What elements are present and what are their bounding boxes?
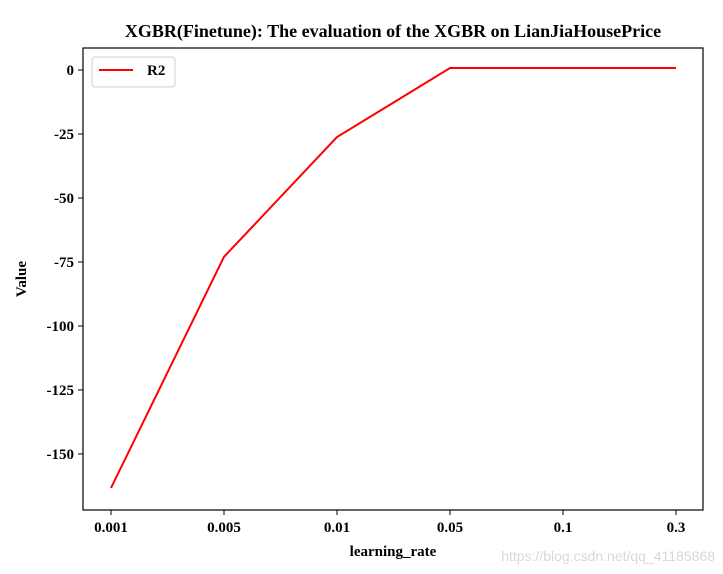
- y-tick-label: -125: [47, 383, 75, 399]
- x-tick-label: 0.3: [667, 520, 686, 536]
- y-tick-label: -25: [54, 127, 74, 143]
- series-line-r2: [110, 66, 676, 489]
- x-tick-label: 0.005: [207, 520, 241, 536]
- legend-label-r2: R2: [147, 63, 165, 79]
- legend: R2: [91, 56, 176, 88]
- y-tick-label: 0: [67, 63, 75, 79]
- x-tick-label: 0.001: [94, 520, 128, 536]
- y-tick-label: -150: [47, 447, 75, 463]
- legend-box: [91, 56, 176, 88]
- y-tick-label: -50: [54, 191, 74, 207]
- x-tick-label: 0.1: [554, 520, 573, 536]
- y-tick-label: -75: [54, 255, 74, 271]
- plot-area: [82, 47, 704, 511]
- x-axis-label: learning_rate: [350, 544, 437, 560]
- y-tick-label: -100: [47, 319, 75, 335]
- y-axis-label: Value: [14, 261, 30, 297]
- watermark: https://blog.csdn.net/qq_41185868: [501, 548, 715, 564]
- chart-title: XGBR(Finetune): The evaluation of the XG…: [125, 21, 661, 42]
- x-tick-label: 0.01: [324, 520, 350, 536]
- x-tick-label: 0.05: [437, 520, 463, 536]
